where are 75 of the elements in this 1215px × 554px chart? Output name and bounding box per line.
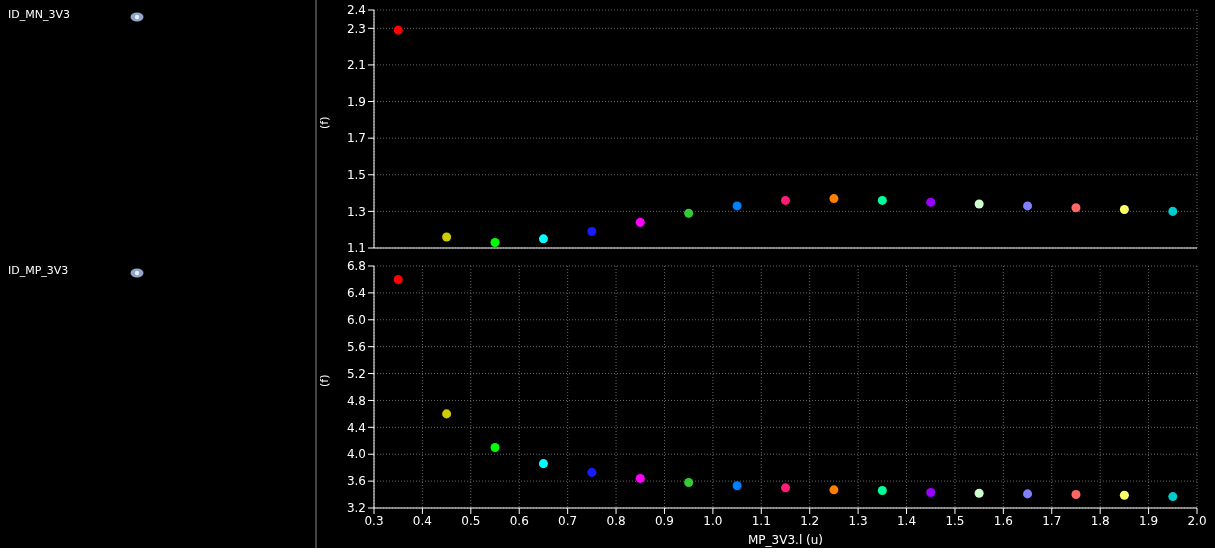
point bbox=[587, 467, 597, 477]
x-tick-label: 1.6 bbox=[993, 513, 1013, 528]
point bbox=[1119, 490, 1129, 500]
y-tick-label: 3.6 bbox=[346, 474, 366, 489]
x-tick-label: 1.9 bbox=[1139, 513, 1159, 528]
y-tick-label: 1.3 bbox=[346, 204, 366, 219]
x-tick-label: 1.4 bbox=[896, 513, 917, 528]
x-tick-label: 1.1 bbox=[751, 513, 771, 528]
point bbox=[1071, 203, 1081, 213]
point bbox=[490, 238, 500, 248]
x-tick-label: 1.2 bbox=[800, 513, 820, 528]
point bbox=[538, 459, 548, 469]
point bbox=[1168, 206, 1178, 216]
y-tick-label: 4.8 bbox=[346, 393, 366, 408]
point bbox=[732, 201, 742, 211]
y-tick-label: 4.0 bbox=[346, 447, 366, 462]
y-tick-label: 1.9 bbox=[346, 94, 366, 109]
x-tick-label: 1.5 bbox=[945, 513, 965, 528]
y-axis-title: (f) bbox=[317, 116, 331, 129]
x-tick-label: 0.5 bbox=[461, 513, 481, 528]
y-tick-label: 2.1 bbox=[346, 58, 366, 73]
point bbox=[1023, 201, 1033, 211]
x-tick-label: 1.0 bbox=[703, 513, 723, 528]
point bbox=[1168, 492, 1178, 502]
point bbox=[974, 199, 984, 209]
text: ID_MP_3V3 bbox=[8, 264, 69, 277]
point bbox=[684, 208, 694, 218]
y-tick-label: 5.2 bbox=[346, 366, 366, 381]
point bbox=[829, 485, 839, 495]
y-tick-label: 3.2 bbox=[346, 501, 366, 516]
point bbox=[393, 274, 403, 284]
point bbox=[829, 194, 839, 204]
x-tick-label: 0.7 bbox=[558, 513, 578, 528]
y-tick-label: 2.3 bbox=[346, 21, 366, 36]
y-tick-label: 1.1 bbox=[346, 241, 366, 256]
x-tick-label: 0.6 bbox=[509, 513, 529, 528]
point bbox=[442, 409, 452, 419]
point bbox=[393, 25, 403, 35]
y-tick-label: 5.6 bbox=[346, 339, 366, 354]
x-tick-label: 1.7 bbox=[1042, 513, 1062, 528]
y-tick-label: 2.4 bbox=[346, 3, 366, 18]
point bbox=[974, 488, 984, 498]
y-tick-label: 6.4 bbox=[346, 286, 366, 301]
point bbox=[877, 195, 887, 205]
x-tick-label: 0.3 bbox=[364, 513, 384, 528]
y-tick-label: 1.5 bbox=[346, 168, 366, 183]
point bbox=[1023, 489, 1033, 499]
y-tick-label: 4.4 bbox=[346, 420, 366, 435]
x-tick-label: 1.3 bbox=[848, 513, 868, 528]
point bbox=[1119, 205, 1129, 215]
point bbox=[490, 442, 500, 453]
point bbox=[587, 227, 597, 237]
point bbox=[635, 217, 645, 227]
point bbox=[1071, 490, 1081, 500]
x-tick-label: 1.8 bbox=[1090, 513, 1110, 528]
point bbox=[926, 488, 936, 498]
x-tick-label: 0.4 bbox=[412, 513, 432, 528]
point bbox=[442, 232, 452, 242]
point bbox=[538, 234, 548, 244]
point bbox=[684, 477, 694, 487]
point bbox=[780, 483, 791, 493]
x-tick-label: 2.0 bbox=[1187, 513, 1207, 528]
x-tick-label: 0.9 bbox=[654, 513, 675, 528]
x-tick-label: 0.8 bbox=[606, 513, 626, 528]
y-tick-label: 1.7 bbox=[346, 131, 366, 146]
point bbox=[732, 481, 742, 491]
y-axis-title: (f) bbox=[317, 374, 331, 387]
x-axis-title: MP_3V3.l (u) bbox=[748, 533, 823, 547]
text: ID_MN_3V3 bbox=[8, 8, 70, 21]
point bbox=[780, 195, 791, 205]
y-tick-label: 6.8 bbox=[346, 259, 366, 274]
point bbox=[926, 197, 936, 207]
y-tick-label: 6.0 bbox=[346, 313, 366, 328]
point bbox=[635, 473, 645, 483]
point bbox=[877, 486, 887, 496]
